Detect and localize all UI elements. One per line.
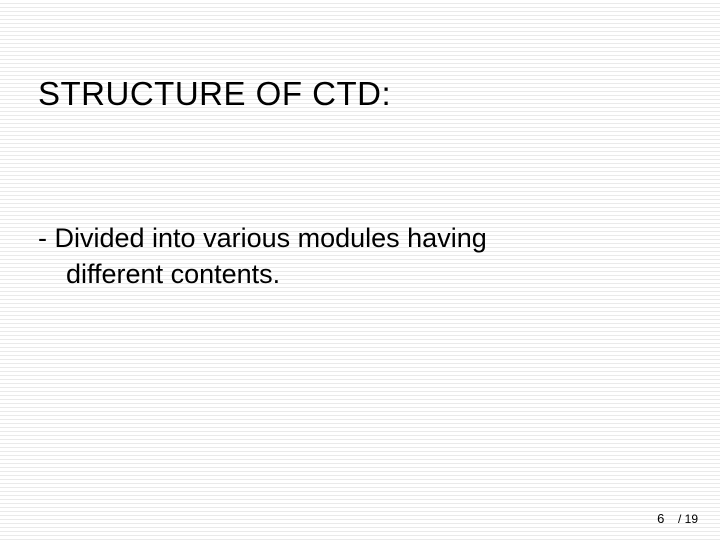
slide-title: STRUCTURE OF CTD: (38, 75, 391, 113)
page-number-total: 19 (685, 512, 698, 526)
slide-container: STRUCTURE OF CTD: - Divided into various… (0, 0, 720, 540)
page-footer: 6 / 19 (657, 511, 698, 526)
page-separator: / (678, 512, 681, 526)
page-number-total-group: / 19 (678, 512, 698, 526)
body-line-2: different contents. (38, 256, 660, 292)
page-number-current: 6 (657, 511, 664, 526)
body-line-1: - Divided into various modules having (38, 220, 660, 256)
slide-body: - Divided into various modules having di… (38, 220, 660, 293)
